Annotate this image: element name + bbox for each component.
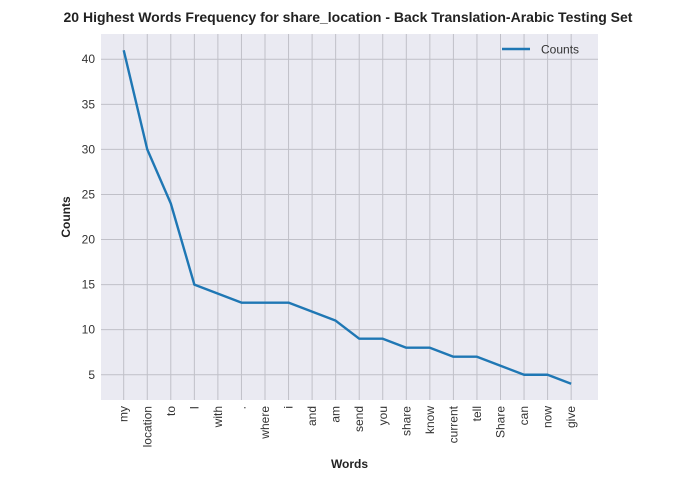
x-tick-label: know <box>423 406 437 434</box>
x-tick-label: i <box>282 406 296 409</box>
chart-title: 20 Highest Words Frequency for share_loc… <box>64 9 633 25</box>
x-tick-label: current <box>446 405 460 443</box>
x-tick-label: . <box>234 406 248 409</box>
x-tick-label: am <box>329 406 343 423</box>
x-tick-label: my <box>117 406 131 422</box>
y-tick-label: 30 <box>82 142 96 156</box>
x-tick-label: you <box>376 406 390 425</box>
y-axis-ticks: 5 10 15 20 25 30 35 40 <box>82 52 96 382</box>
x-tick-label: can <box>517 406 531 425</box>
y-tick-label: 40 <box>82 52 96 66</box>
x-tick-label: Share <box>494 406 508 438</box>
y-tick-label: 20 <box>82 233 96 247</box>
x-tick-label: tell <box>470 406 484 421</box>
x-tick-label: location <box>140 406 154 447</box>
x-tick-label: now <box>541 406 555 428</box>
x-tick-label: with <box>211 406 225 428</box>
x-tick-label: and <box>305 406 319 426</box>
y-tick-label: 10 <box>82 323 96 337</box>
legend-label-counts: Counts <box>541 43 579 57</box>
y-tick-label: 5 <box>88 368 95 382</box>
series-line-counts <box>122 49 572 385</box>
y-tick-label: 35 <box>82 97 96 111</box>
x-axis-label: Words <box>331 457 368 471</box>
x-tick-label: share <box>399 406 413 436</box>
y-tick-label: 25 <box>82 187 96 201</box>
x-tick-label: send <box>352 406 366 432</box>
x-tick-label: give <box>564 406 578 428</box>
y-axis-label: Counts <box>59 196 73 238</box>
x-tick-label: to <box>164 406 178 416</box>
y-tick-label: 15 <box>82 278 96 292</box>
x-tick-label: I <box>187 406 201 409</box>
legend: Counts <box>502 43 579 57</box>
x-tick-label: where <box>258 406 272 440</box>
plot-area <box>101 34 598 400</box>
